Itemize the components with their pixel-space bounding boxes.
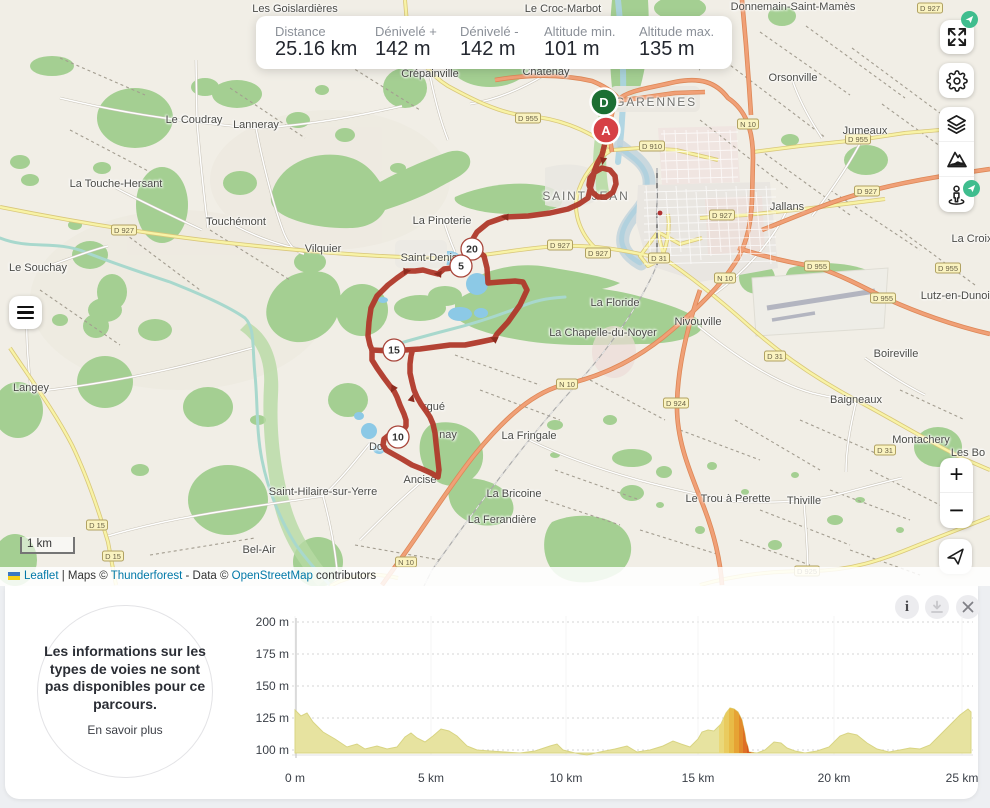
svg-text:10: 10 <box>392 432 404 444</box>
svg-text:D 927: D 927 <box>857 187 877 196</box>
svg-text:D 927: D 927 <box>920 4 940 13</box>
svg-text:200 m: 200 m <box>256 615 289 629</box>
svg-text:D 910: D 910 <box>642 142 662 151</box>
svg-text:20: 20 <box>466 244 478 256</box>
svg-text:D 927: D 927 <box>114 226 134 235</box>
svg-text:100 m: 100 m <box>256 743 289 757</box>
svg-text:D 924: D 924 <box>666 399 686 408</box>
svg-text:D: D <box>599 95 608 110</box>
svg-text:125 m: 125 m <box>256 711 289 725</box>
svg-text:D 927: D 927 <box>712 211 732 220</box>
svg-text:175 m: 175 m <box>256 647 289 661</box>
svg-text:D 927: D 927 <box>550 241 570 250</box>
svg-text:D 15: D 15 <box>105 552 121 561</box>
svg-text:150 m: 150 m <box>256 679 289 693</box>
svg-text:D 955: D 955 <box>873 294 893 303</box>
svg-text:N 10: N 10 <box>559 380 575 389</box>
svg-text:5: 5 <box>458 261 464 273</box>
svg-text:D 15: D 15 <box>89 521 105 530</box>
svg-text:D 927: D 927 <box>588 249 608 258</box>
svg-text:D 31: D 31 <box>877 446 893 455</box>
svg-text:D 955: D 955 <box>807 262 827 271</box>
svg-text:5 km: 5 km <box>418 771 444 785</box>
svg-text:D 31: D 31 <box>767 352 783 361</box>
svg-text:N 10: N 10 <box>398 558 414 567</box>
svg-text:20 km: 20 km <box>818 771 851 785</box>
svg-text:D 955: D 955 <box>518 114 538 123</box>
svg-text:0 m: 0 m <box>285 771 305 785</box>
svg-text:N 10: N 10 <box>740 120 756 129</box>
svg-text:A: A <box>601 123 611 138</box>
svg-text:D 955: D 955 <box>938 264 958 273</box>
svg-text:D 955: D 955 <box>848 135 868 144</box>
svg-text:15 km: 15 km <box>682 771 715 785</box>
svg-text:10 km: 10 km <box>550 771 583 785</box>
svg-text:D 31: D 31 <box>651 254 667 263</box>
svg-text:N 10: N 10 <box>717 274 733 283</box>
svg-text:15: 15 <box>388 345 400 357</box>
svg-text:25 km: 25 km <box>946 771 978 785</box>
